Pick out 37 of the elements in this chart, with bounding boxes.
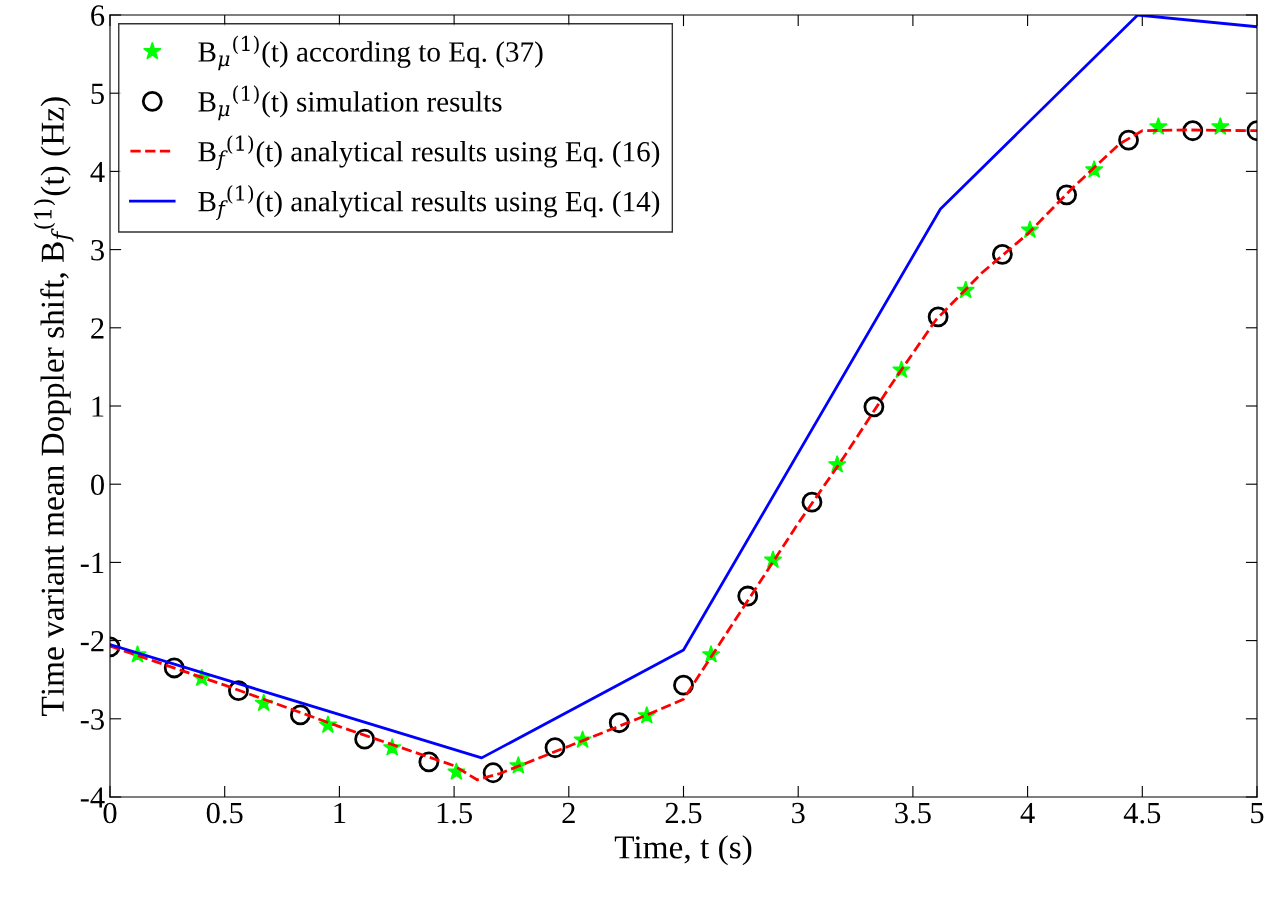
legend-label: B$_{f}$$^{(1)}$(t) analytical results using Eq. (16) [198, 135, 660, 171]
point [1149, 117, 1168, 135]
point [737, 585, 759, 607]
y-tick-label: -1 [80, 552, 104, 573]
legend-label: B$_{f}$$^{(1)}$(t) analytical results using Eq. (14) [198, 185, 660, 220]
y-tick-label: 3 [91, 239, 104, 261]
point [544, 737, 566, 759]
legend-label: B$_{μ}$$^{(1)}$(t) simulation results [198, 85, 502, 121]
x-tick-label: 4.5 [1123, 802, 1161, 824]
y-tick-label: -2 [80, 630, 104, 652]
x-tick-label: 0.5 [206, 802, 243, 824]
y-tick-label: 1 [92, 396, 104, 417]
point [1211, 117, 1230, 135]
x-tick-label: 4 [1020, 802, 1035, 824]
x-tick-label: 3 [792, 802, 805, 824]
y-tick-label: -4 [80, 787, 105, 808]
x-tick-label: 1.5 [437, 802, 472, 824]
x-tick-label: 2.5 [665, 802, 702, 824]
y-axis-title: Time variant mean Doppler shift, B$_{f}$$^{(1)}$(t) (Hz) [33, 97, 74, 716]
x-axis-title: Time, t (s) [614, 835, 752, 866]
legend-label: B$_{μ}$$^{(1)}$(t) according to Eq. (37) [198, 35, 543, 71]
point [1118, 129, 1139, 151]
y-tick-label: 2 [91, 318, 104, 339]
point [354, 728, 376, 750]
y-tick-label: 4 [90, 161, 105, 182]
x-tick-label: 3.5 [895, 802, 931, 824]
y-tick-label: 0 [91, 474, 104, 496]
x-tick-label: 1 [334, 802, 346, 824]
point [991, 243, 1013, 265]
x-tick-label: 2 [562, 802, 575, 824]
point [863, 396, 885, 418]
point [1182, 120, 1204, 142]
y-tick-label: 6 [91, 5, 105, 26]
x-tick-label: 5 [1251, 803, 1264, 824]
y-tick-label: -3 [80, 709, 104, 730]
point [801, 491, 823, 513]
y-tick-label: 5 [91, 83, 104, 105]
